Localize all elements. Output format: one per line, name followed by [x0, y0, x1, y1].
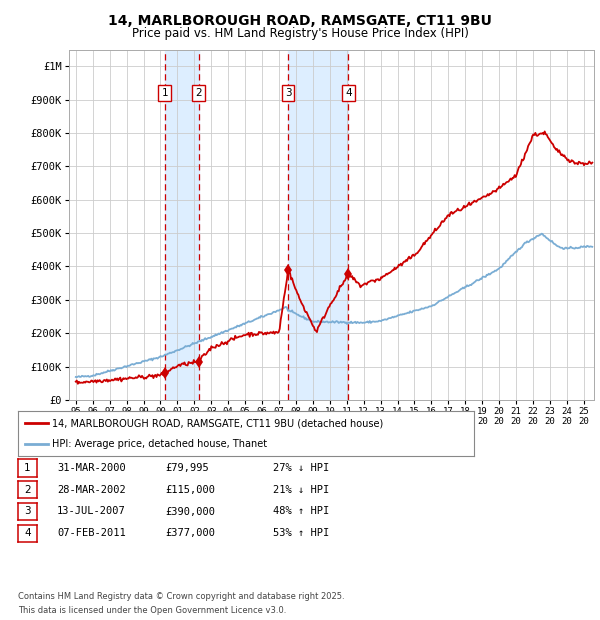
Text: HPI: Average price, detached house, Thanet: HPI: Average price, detached house, Than… [52, 438, 268, 449]
Text: 07-FEB-2011: 07-FEB-2011 [57, 528, 126, 538]
Text: £115,000: £115,000 [165, 485, 215, 495]
Text: £390,000: £390,000 [165, 507, 215, 516]
Text: 13-JUL-2007: 13-JUL-2007 [57, 507, 126, 516]
Text: 2: 2 [195, 89, 202, 99]
Text: 1: 1 [24, 463, 31, 473]
Text: 27% ↓ HPI: 27% ↓ HPI [273, 463, 329, 473]
Text: This data is licensed under the Open Government Licence v3.0.: This data is licensed under the Open Gov… [18, 606, 286, 615]
Text: 4: 4 [24, 528, 31, 538]
Text: Contains HM Land Registry data © Crown copyright and database right 2025.: Contains HM Land Registry data © Crown c… [18, 592, 344, 601]
Text: £377,000: £377,000 [165, 528, 215, 538]
Text: 48% ↑ HPI: 48% ↑ HPI [273, 507, 329, 516]
Text: 3: 3 [285, 89, 292, 99]
Text: 1: 1 [161, 89, 168, 99]
Text: £79,995: £79,995 [165, 463, 209, 473]
Bar [288, 50, 349, 400]
Text: 31-MAR-2000: 31-MAR-2000 [57, 463, 126, 473]
Text: 28-MAR-2002: 28-MAR-2002 [57, 485, 126, 495]
Text: Price paid vs. HM Land Registry's House Price Index (HPI): Price paid vs. HM Land Registry's House … [131, 27, 469, 40]
Text: 53% ↑ HPI: 53% ↑ HPI [273, 528, 329, 538]
Text: 4: 4 [345, 89, 352, 99]
Bar [164, 50, 199, 400]
Text: 3: 3 [24, 507, 31, 516]
Text: 2: 2 [24, 485, 31, 495]
Text: 14, MARLBOROUGH ROAD, RAMSGATE, CT11 9BU: 14, MARLBOROUGH ROAD, RAMSGATE, CT11 9BU [108, 14, 492, 28]
Text: 21% ↓ HPI: 21% ↓ HPI [273, 485, 329, 495]
Text: 14, MARLBOROUGH ROAD, RAMSGATE, CT11 9BU (detached house): 14, MARLBOROUGH ROAD, RAMSGATE, CT11 9BU… [52, 418, 383, 428]
